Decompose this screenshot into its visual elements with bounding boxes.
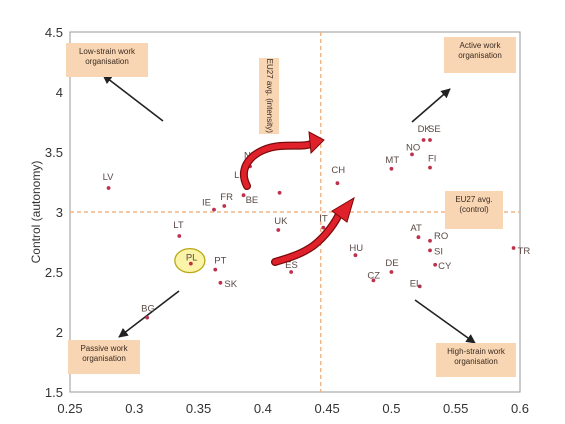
curved-arrow-bottom-body <box>272 207 344 265</box>
point-label-dk: DK <box>418 124 432 135</box>
point-no <box>410 152 414 157</box>
annotation-low-strain: Low-strain work organisation <box>66 43 148 77</box>
curved-arrow-bottom-head <box>331 196 355 223</box>
point-pl <box>188 261 193 266</box>
annotation-eu-intensity: EU27 avg. (intensity) <box>259 58 279 134</box>
arrow-high-strain <box>414 299 476 344</box>
y-tick-3: 3 <box>56 205 63 220</box>
point-label-pl: PL <box>186 253 198 264</box>
point-label-ie: IE <box>202 198 211 209</box>
annotation-active-text: Active work organisation <box>458 41 502 60</box>
x-tick-0.6: 0.6 <box>511 401 529 416</box>
annotation-passive: Passive work organisation <box>68 340 140 374</box>
x-tick-0.25: 0.25 <box>57 401 82 416</box>
annotation-high-strain-text: High-strain work organisation <box>447 347 505 366</box>
point-label-es: ES <box>285 260 298 271</box>
x-tick-0.4: 0.4 <box>254 401 272 416</box>
annotation-low-strain-text: Low-strain work organisation <box>78 47 135 66</box>
point-label-cz: CZ <box>367 270 380 281</box>
y-tick-4.5: 4.5 <box>45 25 63 40</box>
curved-arrows <box>239 131 355 266</box>
point-label-el: EL <box>410 278 422 289</box>
point-ro <box>428 238 432 243</box>
axis-ticks: 0.25 0.3 0.35 0.4 0.45 0.5 0.55 0.6 1.5 2 2.5 3 3.5 4… <box>45 25 529 416</box>
point-pt <box>213 267 218 272</box>
point-label-hu: HU <box>349 243 363 254</box>
point-fr <box>222 204 227 208</box>
point-se <box>428 138 432 142</box>
point-label-si: SI <box>434 246 443 257</box>
point-tr <box>511 246 516 250</box>
y-tick-2: 2 <box>56 325 63 340</box>
annotation-high-strain: High-strain work organisation <box>436 343 516 377</box>
point-label-no: NO <box>406 142 420 153</box>
y-tick-2.5: 2.5 <box>45 265 63 280</box>
point-bg <box>145 315 150 320</box>
point-it <box>321 225 326 230</box>
curved-arrow-top-body <box>241 140 317 189</box>
point-de <box>389 270 394 274</box>
point-label-lt: LT <box>173 220 184 231</box>
point-cz <box>371 278 376 283</box>
point-label-at: AT <box>410 223 422 234</box>
x-tick-0.5: 0.5 <box>382 401 400 416</box>
y-tick-4: 4 <box>56 85 63 100</box>
annotation-active: Active work organisation <box>444 37 516 73</box>
x-tick-0.3: 0.3 <box>125 401 143 416</box>
annotation-eu-control: EU27 avg. (control) <box>445 191 503 229</box>
y-axis-label: Control (autonomy) <box>29 161 43 264</box>
point-cy <box>433 262 438 267</box>
point-label-fr: FR <box>220 192 233 203</box>
point-label-cy: CY <box>438 261 452 272</box>
point-label-it: IT <box>319 214 328 225</box>
point-fi <box>428 165 432 170</box>
point-ch <box>335 181 340 186</box>
curved-arrow-top-head <box>308 131 325 155</box>
point-at <box>416 235 421 240</box>
x-tick-0.35: 0.35 <box>186 401 211 416</box>
point-label-ch: CH <box>331 165 345 176</box>
point-uk <box>276 228 281 232</box>
annotation-eu-control-text: EU27 avg. (control) <box>455 195 493 214</box>
arrow-low-strain <box>102 74 164 122</box>
highlight-ellipse <box>174 247 206 274</box>
point-label-ro: RO <box>434 231 448 242</box>
point-label-mt: MT <box>385 155 399 166</box>
point-label-sk: SK <box>224 279 237 290</box>
y-tick-1.5: 1.5 <box>45 385 63 400</box>
point-label-se: SE <box>428 124 441 135</box>
x-tick-0.55: 0.55 <box>443 401 468 416</box>
point-label-de: DE <box>385 258 398 269</box>
point-label-lv: LV <box>103 172 115 183</box>
annotation-eu-intensity-text: EU27 avg. (intensity) <box>264 58 274 134</box>
point-si <box>428 248 432 253</box>
arrow-active <box>411 88 451 123</box>
point-lv <box>106 186 111 190</box>
point-es <box>289 270 294 274</box>
point-be <box>241 193 246 198</box>
quadrant-arrows <box>102 74 476 344</box>
point-label-uk: UK <box>274 216 288 227</box>
point-mt <box>389 166 394 171</box>
point-eu27 <box>277 190 282 195</box>
point-label-bg: BG <box>141 304 155 315</box>
point-el <box>417 284 422 289</box>
point-sk <box>218 280 223 285</box>
point-label-be: BE <box>246 195 259 206</box>
point-ie <box>212 207 216 212</box>
y-tick-3.5: 3.5 <box>45 145 63 160</box>
annotation-passive-text: Passive work organisation <box>80 344 128 363</box>
point-hu <box>353 253 358 258</box>
point-label-fi: FI <box>428 154 436 165</box>
point-label-tr: TR <box>518 246 531 257</box>
point-label-pt: PT <box>214 256 226 267</box>
point-dk <box>421 138 426 142</box>
x-tick-0.45: 0.45 <box>314 401 339 416</box>
arrow-passive <box>118 290 180 338</box>
point-lt <box>177 234 182 238</box>
